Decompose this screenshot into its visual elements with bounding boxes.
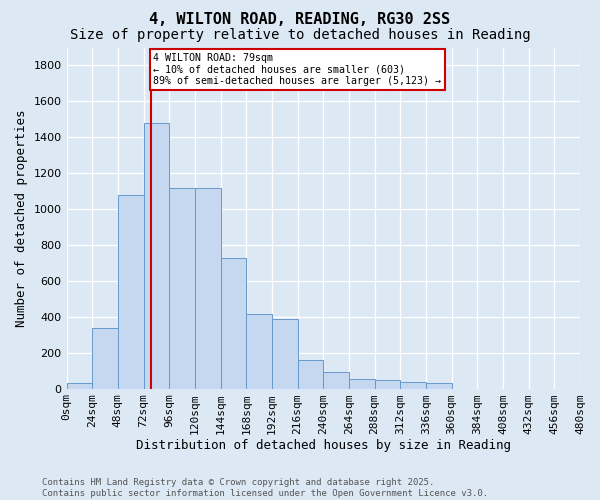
Bar [143,123,169,388]
Bar [246,314,272,388]
Text: 4, WILTON ROAD, READING, RG30 2SS: 4, WILTON ROAD, READING, RG30 2SS [149,12,451,28]
Text: Size of property relative to detached houses in Reading: Size of property relative to detached ho… [70,28,530,42]
Bar [169,188,195,388]
Bar [272,318,298,388]
Bar [195,188,221,388]
Bar [400,382,426,388]
Y-axis label: Number of detached properties: Number of detached properties [15,110,28,327]
Bar [118,194,143,388]
Bar [323,372,349,388]
Bar [298,360,323,388]
Bar [221,258,246,388]
Bar [67,383,92,388]
X-axis label: Distribution of detached houses by size in Reading: Distribution of detached houses by size … [136,440,511,452]
Bar [349,379,374,388]
Text: 4 WILTON ROAD: 79sqm
← 10% of detached houses are smaller (603)
89% of semi-deta: 4 WILTON ROAD: 79sqm ← 10% of detached h… [153,53,441,86]
Bar [92,328,118,388]
Bar [374,380,400,388]
Bar [426,383,452,388]
Text: Contains HM Land Registry data © Crown copyright and database right 2025.
Contai: Contains HM Land Registry data © Crown c… [42,478,488,498]
